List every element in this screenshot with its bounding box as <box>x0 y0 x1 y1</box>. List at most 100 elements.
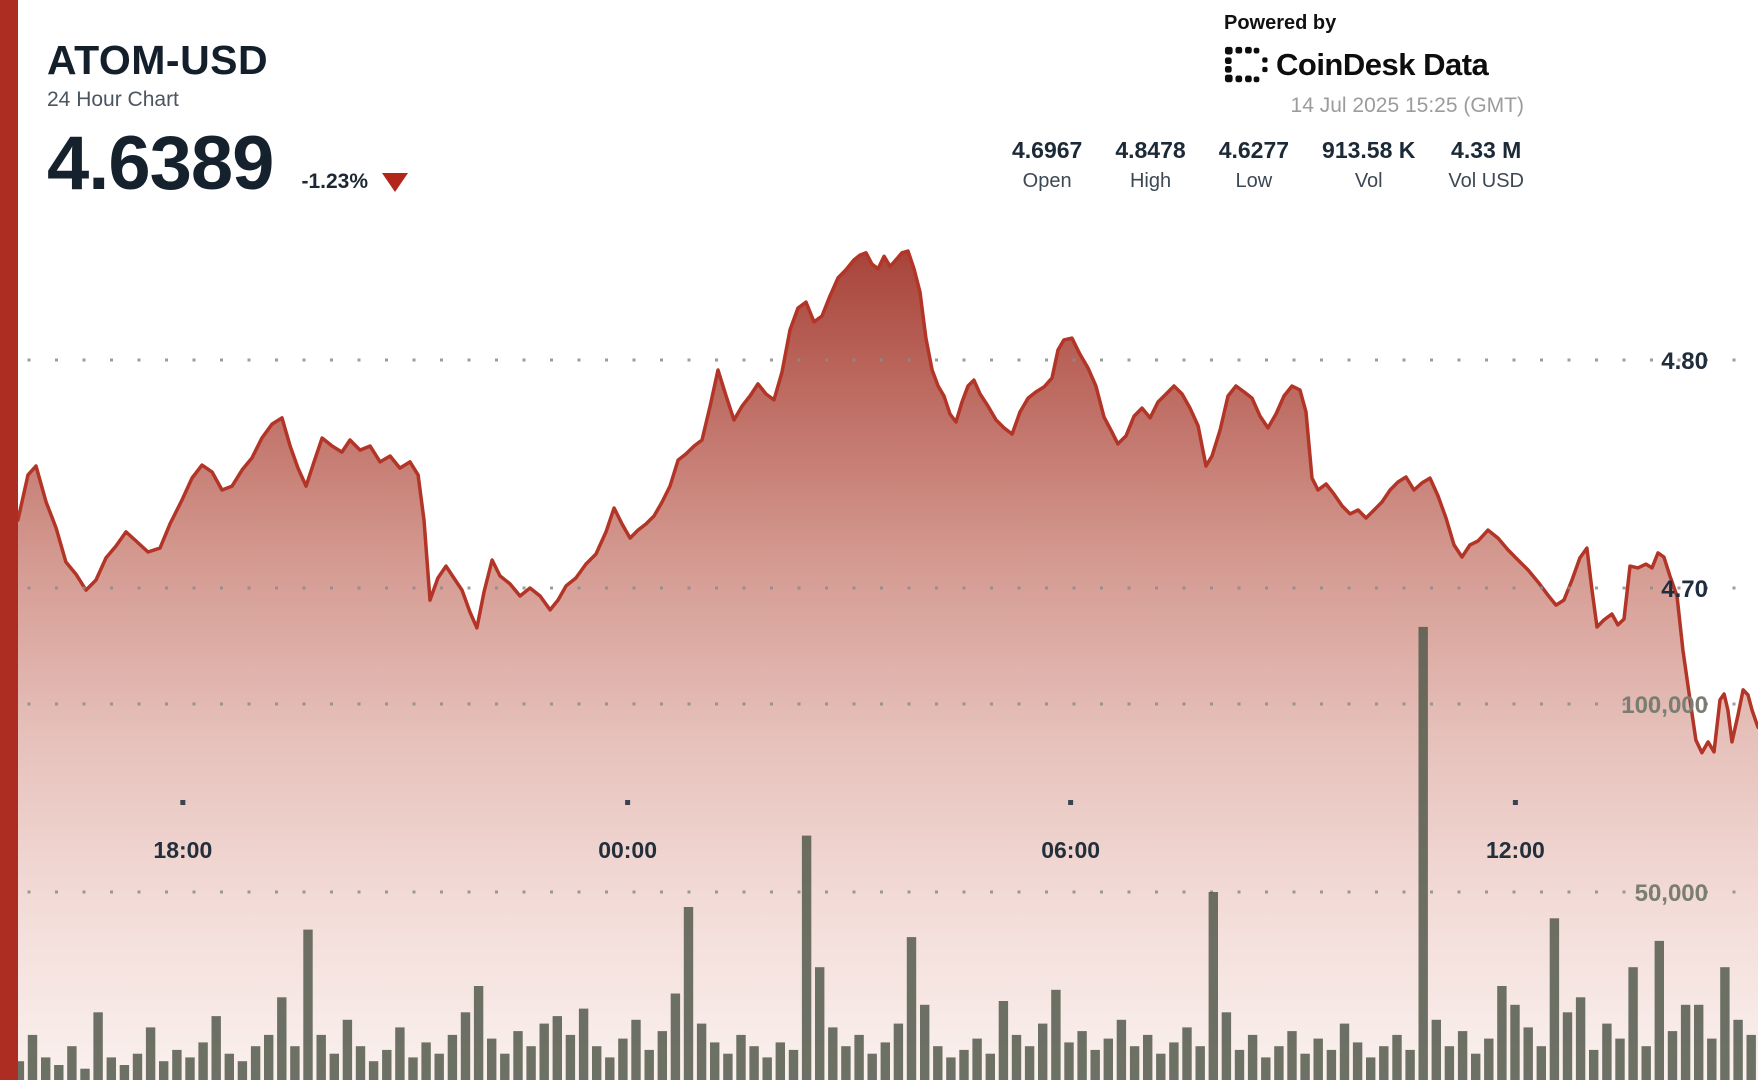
volume-bar <box>736 1034 746 1080</box>
volume-bar <box>1300 1053 1310 1080</box>
time-tick-label: 18:00 <box>153 837 212 863</box>
time-tick-label: 06:00 <box>1041 837 1100 863</box>
volume-bar <box>1733 1019 1743 1080</box>
time-tick-mark <box>1512 800 1518 805</box>
volume-bar <box>316 1034 326 1080</box>
volume-bar <box>1510 1004 1520 1080</box>
volume-bar <box>303 929 313 1080</box>
volume-bar <box>1575 997 1586 1080</box>
volume-bar <box>487 1038 497 1080</box>
volume-bar <box>277 997 287 1080</box>
volume-bars <box>1 626 1756 1080</box>
volume-bar <box>539 1023 549 1080</box>
volume-bar <box>224 1053 234 1080</box>
volume-bar <box>749 1046 759 1080</box>
volume-bar <box>1497 986 1507 1080</box>
volume-bar <box>959 1049 969 1080</box>
volume-bar <box>1549 918 1560 1080</box>
volume-bar <box>1221 1012 1232 1080</box>
volume-bar <box>1129 1046 1140 1080</box>
volume-bar <box>67 1046 77 1080</box>
volume-bar <box>1011 1034 1022 1080</box>
volume-bar <box>1562 1012 1573 1080</box>
current-price: 4.6389 <box>47 121 274 207</box>
volume-bar <box>1234 1049 1245 1080</box>
volume-bar <box>1208 892 1218 1080</box>
volume-bar <box>106 1057 116 1080</box>
price-row: 4.6389 -1.23% <box>47 126 408 202</box>
volume-bar <box>1024 1046 1035 1080</box>
chart-subtitle: 24 Hour Chart <box>47 88 179 112</box>
volume-bar <box>526 1046 536 1080</box>
volume-tick-label: 100,000 <box>1621 692 1708 719</box>
volume-bar <box>434 1053 444 1080</box>
time-tick-label: 00:00 <box>598 837 657 863</box>
volume-bar <box>1143 1034 1153 1080</box>
volume-bar <box>592 1046 602 1080</box>
volume-bar <box>1326 1049 1337 1080</box>
stat-open-value: 4.6967 <box>1011 137 1083 163</box>
brand-row[interactable]: CoinDesk Data <box>1224 45 1524 85</box>
volume-bar <box>880 1042 890 1080</box>
powered-by-label: Powered by <box>1224 12 1337 34</box>
volume-bar <box>159 1061 169 1080</box>
volume-bar <box>946 1057 956 1080</box>
volume-bar <box>1116 1019 1127 1080</box>
price-change: -1.23% <box>301 170 408 202</box>
price-tick-label: 4.70 <box>1661 576 1708 603</box>
volume-bar <box>1418 626 1428 1080</box>
stat-vol-label: Vol <box>1354 170 1383 192</box>
volume-bar <box>631 1019 641 1080</box>
time-tick-mark <box>625 800 631 805</box>
stat-open-label: Open <box>1022 170 1072 192</box>
volume-bar <box>565 1034 576 1080</box>
stat-vol-usd-value: 4.33 M <box>1451 137 1522 163</box>
stat-vol: 913.58 K Vol <box>1322 137 1415 193</box>
time-tick-label: 12:00 <box>1486 837 1545 863</box>
volume-bar <box>185 1057 195 1080</box>
stat-low-value: 4.6277 <box>1218 137 1290 163</box>
volume-bar <box>473 986 484 1080</box>
price-area <box>17 251 1758 1080</box>
volume-bar <box>1077 1031 1087 1080</box>
volume-bar <box>841 1046 851 1080</box>
volume-bar <box>1261 1057 1271 1080</box>
volume-bar <box>342 1019 353 1080</box>
volume-bar <box>775 1042 785 1080</box>
volume-bar <box>1379 1046 1389 1080</box>
volume-bar <box>1667 1031 1678 1080</box>
volume-bar <box>368 1061 379 1080</box>
volume-bar <box>1680 1004 1691 1080</box>
stat-vol-value: 913.58 K <box>1322 137 1416 163</box>
brand-name: CoinDesk Data <box>1276 47 1489 82</box>
price-tick-label: 4.80 <box>1661 348 1708 375</box>
volume-bar <box>250 1046 261 1080</box>
volume-bar <box>552 1016 562 1080</box>
volume-bar <box>696 1023 707 1080</box>
volume-bar <box>578 1008 589 1080</box>
volume-bar <box>906 937 917 1080</box>
volume-bar <box>119 1065 130 1080</box>
time-axis: 18:00 00:00 06:00 12:00 <box>153 800 1545 863</box>
price-line <box>16 249 1758 755</box>
volume-bar <box>500 1053 510 1080</box>
price-area-fill <box>17 251 1758 1080</box>
volume-bar <box>762 1057 772 1080</box>
volume-bar <box>1602 1023 1612 1080</box>
volume-bar <box>998 1001 1009 1080</box>
volume-bar <box>421 1042 431 1080</box>
timestamp: 14 Jul 2025 15:25 (GMT) <box>1290 94 1524 117</box>
volume-bar <box>198 1042 208 1080</box>
time-tick-mark <box>180 800 186 805</box>
volume-bar <box>1064 1042 1074 1080</box>
volume-bar <box>1431 1019 1441 1080</box>
volume-bar <box>657 1031 667 1080</box>
volume-bar <box>1746 1034 1756 1080</box>
volume-bar <box>460 1012 471 1080</box>
volume-bar <box>1366 1057 1376 1080</box>
volume-bar <box>1103 1038 1113 1080</box>
volume-bar <box>1090 1049 1100 1080</box>
volume-bar <box>1628 967 1638 1080</box>
volume-bar <box>972 1038 982 1080</box>
